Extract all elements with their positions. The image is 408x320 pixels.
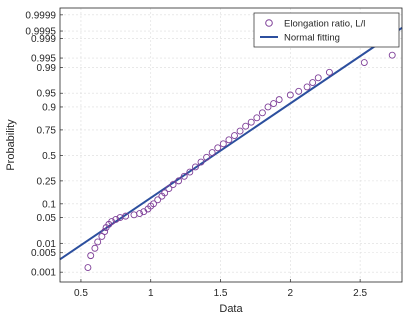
y-tick-label: 0.9 xyxy=(42,102,56,113)
data-point xyxy=(231,132,238,140)
data-point xyxy=(253,114,261,122)
data-point xyxy=(101,228,109,235)
y-axis-title: Probability xyxy=(5,119,17,171)
plot-frame xyxy=(59,7,403,283)
x-axis-ticks: 0.5 1 1.5 2 2.5 xyxy=(74,279,368,299)
y-tick-label: 0.1 xyxy=(42,199,56,210)
data-point xyxy=(303,83,311,91)
fit-line-layer xyxy=(59,27,403,261)
data-point xyxy=(161,189,169,197)
data-point xyxy=(180,172,188,180)
data-point xyxy=(169,181,177,189)
y-tick-label: 0.01 xyxy=(37,239,57,250)
y-tick-label: 0.99 xyxy=(37,63,57,74)
normal-fit-line xyxy=(59,27,403,261)
y-tick-label: 0.9999 xyxy=(25,10,56,21)
data-point xyxy=(165,185,173,193)
y-tick-label: 0.95 xyxy=(37,89,57,100)
legend-label-elongation: Elongation ratio, L/l xyxy=(284,19,365,30)
data-point xyxy=(225,136,233,144)
y-tick-label: 0.05 xyxy=(37,213,57,224)
data-point xyxy=(236,127,244,135)
data-point xyxy=(295,87,303,95)
data-point xyxy=(94,238,102,246)
x-tick-label: 1 xyxy=(148,288,154,299)
legend-box xyxy=(253,12,400,48)
data-point xyxy=(388,51,396,59)
data-point xyxy=(325,68,333,76)
y-tick-label: 0.25 xyxy=(37,176,57,187)
data-point xyxy=(112,216,120,223)
y-tick-label: 0.995 xyxy=(31,54,56,65)
data-point xyxy=(309,79,317,87)
legend-label-normal-fitting: Normal fitting xyxy=(284,33,340,44)
y-tick-label: 0.75 xyxy=(37,125,57,136)
legend: Elongation ratio, L/l Normal fitting xyxy=(253,12,400,48)
data-point xyxy=(87,252,95,260)
data-point xyxy=(270,100,278,107)
data-point xyxy=(203,153,211,161)
data-point xyxy=(264,103,272,111)
data-point xyxy=(136,210,144,217)
data-point xyxy=(258,109,266,117)
data-point xyxy=(91,244,99,252)
data-point xyxy=(191,163,199,171)
x-tick-label: 2 xyxy=(288,288,294,299)
data-point xyxy=(208,149,216,156)
data-point xyxy=(275,96,283,104)
y-tick-label: 0.001 xyxy=(31,268,56,279)
data-point xyxy=(314,74,322,82)
data-point xyxy=(122,212,130,220)
data-point xyxy=(197,158,205,166)
y-tick-label: 0.999 xyxy=(31,34,56,45)
data-point xyxy=(360,59,368,66)
data-point xyxy=(186,168,194,176)
x-tick-label: 0.5 xyxy=(74,288,88,299)
y-tick-label: 0.5 xyxy=(42,151,56,162)
data-point xyxy=(154,196,162,204)
data-points xyxy=(84,51,396,272)
y-tick-label: 0.005 xyxy=(31,248,56,259)
x-tick-label: 2.5 xyxy=(353,288,367,299)
legend-marker-circle-icon xyxy=(265,19,273,27)
data-point xyxy=(286,91,294,99)
data-point xyxy=(247,118,255,126)
x-axis-title: Data xyxy=(219,303,243,315)
data-point xyxy=(108,218,116,226)
x-tick-label: 1.5 xyxy=(214,288,228,299)
data-point xyxy=(175,177,183,185)
data-point xyxy=(214,144,222,152)
data-point xyxy=(242,122,250,130)
data-point xyxy=(84,264,92,272)
data-point xyxy=(150,200,157,208)
data-point xyxy=(219,140,227,148)
y-tick-label: 0.9995 xyxy=(25,27,56,38)
